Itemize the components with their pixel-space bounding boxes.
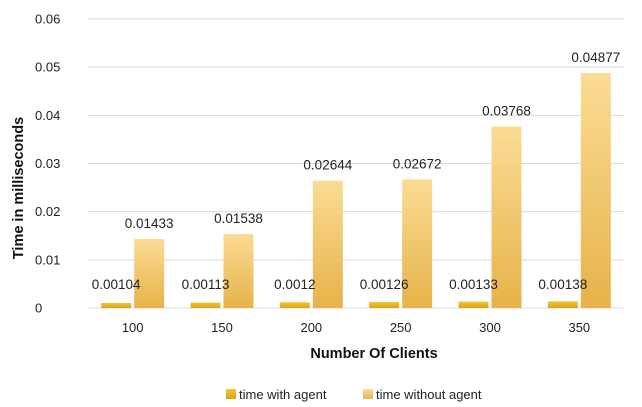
x-tick-label: 150 xyxy=(211,320,233,335)
bar-with-agent-300 xyxy=(458,301,489,308)
data-label: 0.00138 xyxy=(538,277,587,292)
data-label: 0.00104 xyxy=(92,277,141,292)
x-tick-label: 100 xyxy=(122,320,144,335)
gridlines xyxy=(88,18,624,309)
y-axis-title: Time in milliseconds xyxy=(11,117,27,259)
x-axis-ticks: 100 150 200 250 300 350 xyxy=(122,320,590,335)
x-axis-title: Number Of Clients xyxy=(310,346,437,362)
legend-swatch xyxy=(363,389,373,399)
y-tick-label: 0 xyxy=(35,301,42,316)
bars xyxy=(101,73,611,309)
bar-with-agent-150 xyxy=(190,302,221,308)
y-tick-label: 0.03 xyxy=(35,156,60,171)
bar-with-agent-250 xyxy=(369,301,400,308)
data-label: 0.04877 xyxy=(571,50,620,65)
data-label: 0.00126 xyxy=(360,277,409,292)
legend-label: time with agent xyxy=(239,387,327,402)
bar-without-agent-150 xyxy=(223,233,254,308)
x-tick-label: 250 xyxy=(390,320,412,335)
bar-without-agent-250 xyxy=(402,179,433,308)
bar-without-agent-200 xyxy=(312,180,343,308)
bar-with-agent-100 xyxy=(101,302,132,308)
data-label: 0.03768 xyxy=(482,104,531,119)
legend-label: time without agent xyxy=(376,387,482,402)
data-label: 0.0012 xyxy=(274,277,315,292)
data-label: 0.00133 xyxy=(449,277,498,292)
legend: time with agent time without agent xyxy=(226,387,482,402)
data-label: 0.01538 xyxy=(214,211,263,226)
x-tick-label: 300 xyxy=(479,320,501,335)
data-labels: 0.00104 0.01433 0.00113 0.01538 0.0012 0.0264… xyxy=(92,50,620,292)
data-label: 0.00113 xyxy=(182,277,230,292)
y-tick-label: 0.05 xyxy=(35,60,60,75)
y-axis-ticks: 0 0.01 0.02 0.03 0.04 0.05 0.06 xyxy=(35,12,60,316)
x-tick-label: 200 xyxy=(300,320,322,335)
bar-with-agent-350 xyxy=(547,301,578,308)
data-label: 0.02672 xyxy=(393,156,442,171)
x-tick-label: 350 xyxy=(568,320,590,335)
legend-swatch xyxy=(226,389,236,399)
data-label: 0.02644 xyxy=(303,158,352,173)
bar-without-agent-300 xyxy=(491,126,522,309)
y-tick-label: 0.06 xyxy=(35,12,60,27)
bar-without-agent-100 xyxy=(134,238,165,308)
y-tick-label: 0.01 xyxy=(35,252,60,267)
data-label: 0.01433 xyxy=(125,216,174,231)
y-tick-label: 0.04 xyxy=(35,108,60,123)
bar-with-agent-200 xyxy=(279,302,310,308)
bar-without-agent-350 xyxy=(580,73,611,309)
y-tick-label: 0.02 xyxy=(35,204,60,219)
